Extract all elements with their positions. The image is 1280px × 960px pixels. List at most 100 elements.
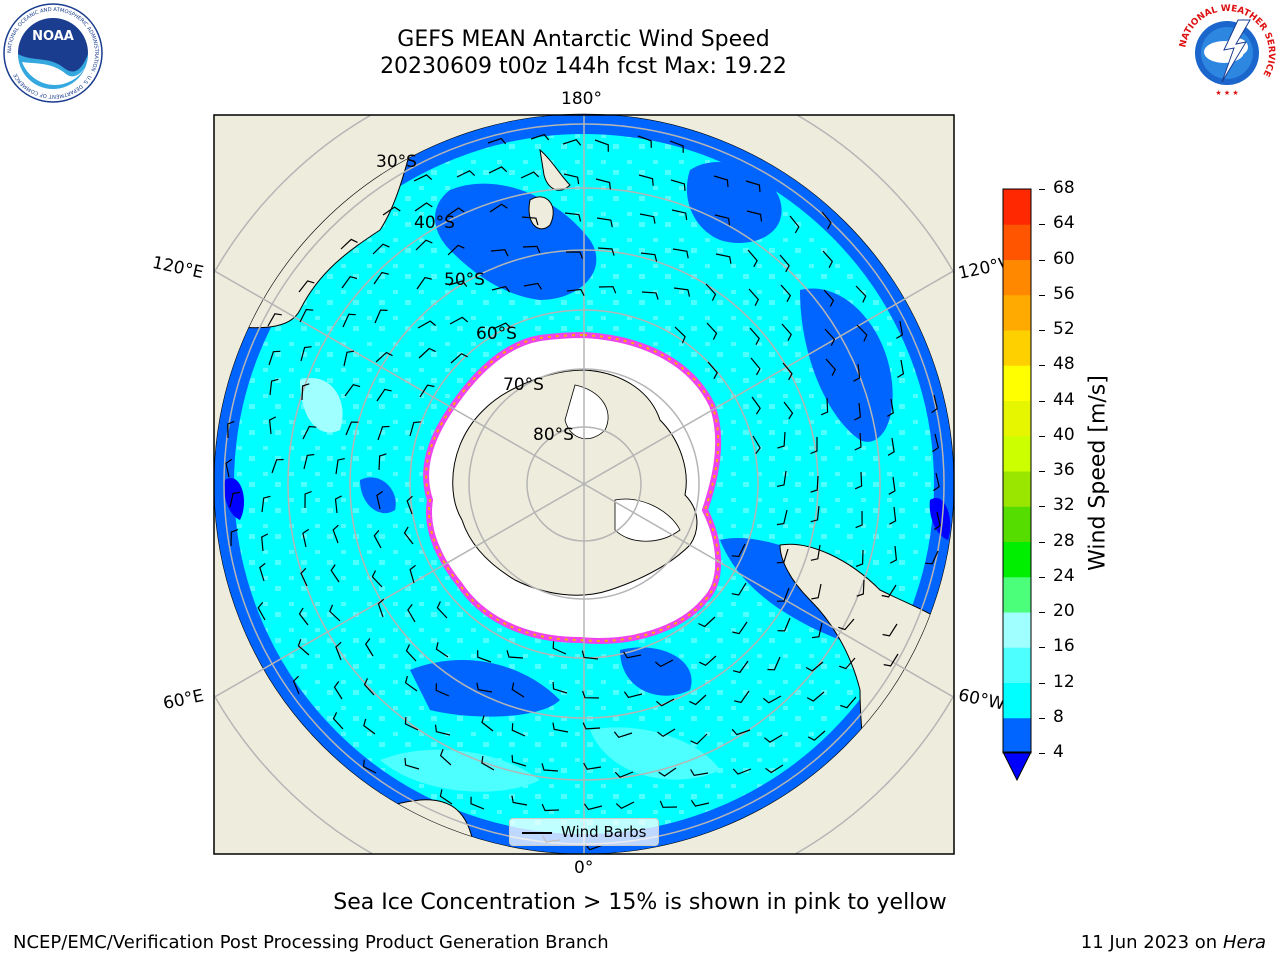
wind-barb [230, 529, 239, 547]
wind-barb [552, 681, 568, 694]
wind-barb [476, 682, 493, 693]
wind-barb [638, 174, 654, 186]
wind-barb [639, 213, 656, 224]
wind-barb [373, 530, 382, 549]
wind-barb [227, 420, 235, 439]
colorbar-tick-label: 60 [1053, 248, 1075, 269]
wind-barb [298, 607, 309, 626]
wind-barb [364, 638, 374, 657]
wind-barb [297, 638, 310, 656]
wind-barb [781, 323, 792, 341]
wind-barb [261, 533, 269, 552]
wind-barb [403, 526, 414, 545]
wind-barb [776, 509, 788, 526]
wind-barb [750, 357, 761, 376]
wind-barbs [225, 133, 941, 851]
wind-barb [447, 244, 465, 256]
wind-barb [825, 358, 837, 376]
wind-barb [376, 490, 384, 510]
wind-barb [404, 758, 420, 770]
colorbar-tick-mark [1039, 365, 1045, 367]
colorbar-tick-mark [1039, 294, 1045, 296]
colorbar-tick-mark [1039, 400, 1045, 402]
lat-label-80s: 80°S [533, 425, 574, 445]
colorbar-tick-label: 8 [1053, 706, 1064, 727]
wind-barb [764, 734, 783, 743]
wind-barb [511, 795, 528, 806]
wind-barb [363, 718, 376, 735]
colorbar-segment [1003, 682, 1031, 719]
wind-barb [690, 733, 708, 745]
wind-barb [706, 322, 718, 340]
colorbar-tick-mark [1039, 330, 1045, 331]
wind-barb [342, 313, 356, 328]
colorbar-label: Wind Speed [m/s] [1085, 375, 1111, 571]
wind-barb [806, 691, 825, 702]
colorbar-tick-label: 16 [1053, 636, 1075, 657]
wind-barb [376, 388, 392, 402]
wind-barb [855, 510, 863, 529]
wind-barb [810, 505, 820, 523]
colorbar-tick-mark [1039, 224, 1045, 226]
wind-barb [853, 402, 862, 421]
wind-barb [596, 217, 613, 228]
wind-barb [405, 644, 417, 662]
wind-barb [301, 383, 310, 401]
wind-barb [477, 650, 492, 663]
wind-barb [597, 247, 615, 256]
wind-barb [805, 661, 824, 672]
wind-barb [731, 582, 747, 596]
colorbar-tick-label: 40 [1053, 424, 1075, 445]
colorbar-segment [1003, 224, 1031, 260]
lat-label-70s: 70°S [503, 375, 544, 395]
colorbar-segment [1003, 471, 1031, 507]
wind-barb [807, 730, 826, 741]
wind-barb [506, 650, 524, 659]
wind-barb [522, 245, 541, 254]
wind-barb [409, 564, 416, 584]
wind-barb [565, 251, 584, 259]
wind-barb [933, 511, 941, 531]
wind-barb [811, 622, 823, 639]
colorbar-tick-mark [1039, 612, 1045, 613]
wind-barb [362, 759, 377, 774]
colorbar-segment [1003, 400, 1031, 437]
wind-barb [789, 215, 800, 234]
wind-barb [582, 690, 600, 699]
colorbar-tick-label: 68 [1053, 178, 1075, 198]
wind-barb [373, 271, 389, 285]
wind-barb [448, 280, 468, 287]
wind-barb [780, 284, 792, 302]
wind-barb [520, 171, 540, 179]
wind-barb [377, 425, 390, 441]
wind-barb [511, 754, 527, 767]
wind-barb [335, 458, 345, 475]
colorbar-tick-mark [1039, 506, 1045, 508]
colorbar-tick-mark [1039, 189, 1045, 190]
wind-barb [489, 203, 508, 213]
wind-barb [488, 166, 508, 174]
noaa-logo: NATIONAL OCEANIC AND ATMOSPHERIC ADMINIS… [3, 3, 103, 103]
wind-barb [257, 602, 266, 621]
wind-barb [656, 698, 675, 707]
wind-barb [705, 283, 717, 301]
wind-barb [552, 722, 569, 733]
colorbar-tick-label: 20 [1053, 601, 1075, 621]
caption: Sea Ice Concentration > 15% is shown in … [333, 890, 947, 915]
colorbar-segment [1003, 541, 1031, 578]
wind-barb [598, 286, 617, 294]
wind-barb [931, 394, 938, 414]
wind-barb [439, 789, 453, 805]
wind-barb [777, 617, 791, 632]
wind-barb [584, 844, 604, 851]
colorbar-tick-mark [1039, 259, 1045, 261]
nws-logo: NATIONAL WEATHER SERVICE ★ ★ ★ [1178, 4, 1276, 102]
wind-barb [810, 437, 818, 455]
wind-barb [623, 691, 643, 699]
wind-barb [854, 432, 862, 451]
wind-barb [783, 401, 794, 420]
wind-barb [856, 324, 868, 342]
wind-barb [654, 659, 674, 668]
wind-barb [732, 660, 749, 674]
wind-barb [674, 326, 686, 344]
